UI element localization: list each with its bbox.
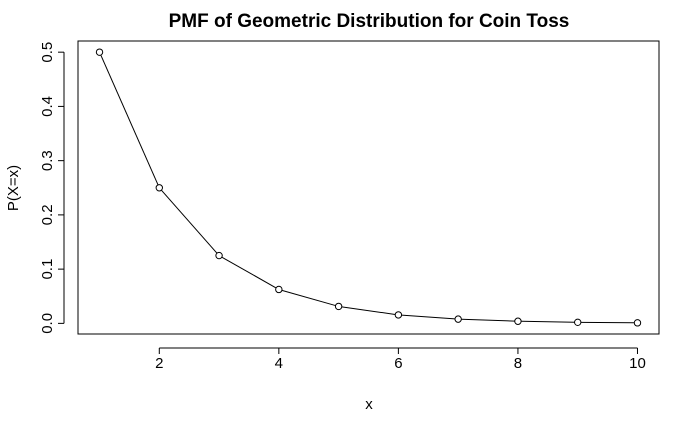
series-segment: [461, 318, 515, 322]
x-tick-label: 2: [155, 355, 163, 372]
plot-frame: [77, 40, 660, 335]
y-tick-label: 0.5: [39, 42, 56, 63]
data-point: [574, 318, 582, 327]
series-segment: [281, 289, 336, 307]
data-point: [514, 317, 522, 325]
y-axis: 0.0 0.1 0.2 0.3 0.4 0.5: [39, 42, 65, 334]
y-tick-label: 0.2: [39, 204, 56, 225]
series-segment: [521, 320, 575, 323]
series-segment: [100, 54, 159, 186]
series-segment: [221, 256, 277, 289]
chart-title: PMF of Geometric Distribution for Coin T…: [169, 11, 570, 32]
series-segment: [401, 314, 456, 320]
data-point: [155, 184, 163, 192]
x-axis-label: x: [365, 396, 373, 413]
data-point: [334, 302, 343, 311]
x-tick-label: 6: [394, 355, 402, 372]
y-tick-label: 0.3: [39, 150, 56, 171]
y-tick-label: 0.4: [39, 96, 56, 117]
data-point: [633, 319, 642, 327]
data-point: [275, 285, 283, 294]
x-axis: 2 4 6 8 10: [155, 347, 646, 372]
x-tick-label: 4: [275, 355, 283, 372]
data-point: [454, 315, 462, 323]
data-point: [95, 48, 104, 56]
y-axis-label: P(X=x): [5, 165, 22, 211]
y-tick-label: 0.0: [39, 313, 56, 334]
data-point: [215, 251, 223, 260]
y-tick-label: 0.1: [39, 259, 56, 280]
series-segment: [161, 189, 218, 254]
x-tick-label: 10: [629, 355, 646, 372]
data-point: [394, 311, 403, 319]
series: [95, 48, 642, 327]
x-tick-label: 8: [514, 355, 522, 372]
series-segment: [341, 306, 396, 315]
